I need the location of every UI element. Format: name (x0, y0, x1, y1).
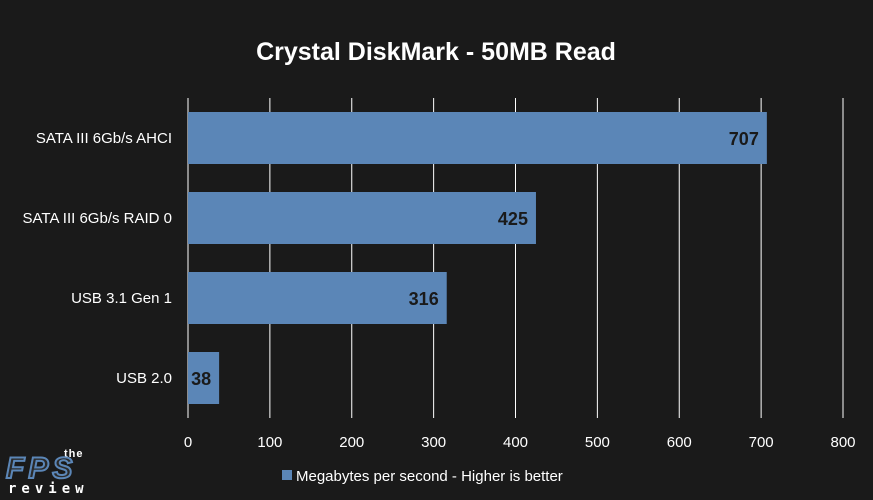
data-label: 38 (191, 369, 211, 389)
category-label: USB 2.0 (116, 370, 172, 387)
x-tick-label: 100 (257, 434, 282, 451)
data-label: 425 (498, 209, 528, 229)
bar (188, 352, 220, 404)
legend: Megabytes per second - Higher is better (282, 468, 563, 485)
data-label: 316 (409, 289, 439, 309)
bar (188, 192, 536, 244)
x-tick-label: 300 (421, 434, 446, 451)
bar (188, 112, 767, 164)
logo-the-text: the (64, 448, 84, 460)
logo-review-text: review (8, 481, 89, 497)
x-tick-label: 800 (830, 434, 855, 451)
legend-swatch (282, 470, 292, 480)
legend-label: Megabytes per second - Higher is better (296, 468, 563, 485)
category-label: SATA III 6Gb/s RAID 0 (23, 210, 173, 227)
x-tick-label: 400 (503, 434, 528, 451)
x-tick-label: 500 (585, 434, 610, 451)
bar (188, 272, 447, 324)
x-tick-label: 200 (339, 434, 364, 451)
x-tick-label: 600 (667, 434, 692, 451)
category-labels: SATA III 6Gb/s AHCI SATA III 6Gb/s RAID 0… (23, 130, 173, 387)
x-axis-tick-labels: 0 100 200 300 400 500 600 700 800 (184, 434, 856, 451)
x-tick-label: 700 (749, 434, 774, 451)
data-label: 707 (729, 129, 759, 149)
bars: 707 425 316 38 (188, 112, 767, 404)
chart-title: Crystal DiskMark - 50MB Read (256, 38, 616, 66)
fps-review-logo: the FPS review (4, 448, 154, 498)
logo-fps-text: FPS (5, 452, 77, 485)
x-tick-label: 0 (184, 434, 192, 451)
category-label: USB 3.1 Gen 1 (71, 290, 172, 307)
category-label: SATA III 6Gb/s AHCI (36, 130, 172, 147)
